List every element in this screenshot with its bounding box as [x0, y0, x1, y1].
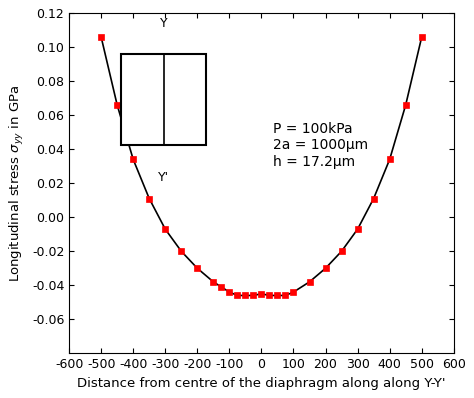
Text: Y': Y': [158, 171, 169, 184]
Y-axis label: Longitudinal stress $\sigma_{yy}$ in GPa: Longitudinal stress $\sigma_{yy}$ in GPa: [9, 85, 27, 282]
X-axis label: Distance from centre of the diaphragm along along Y-Y': Distance from centre of the diaphragm al…: [77, 377, 446, 390]
Text: P = 100kPa
2a = 1000μm
h = 17.2μm: P = 100kPa 2a = 1000μm h = 17.2μm: [273, 122, 368, 168]
Bar: [121, 54, 206, 145]
Text: Y: Y: [160, 17, 167, 30]
